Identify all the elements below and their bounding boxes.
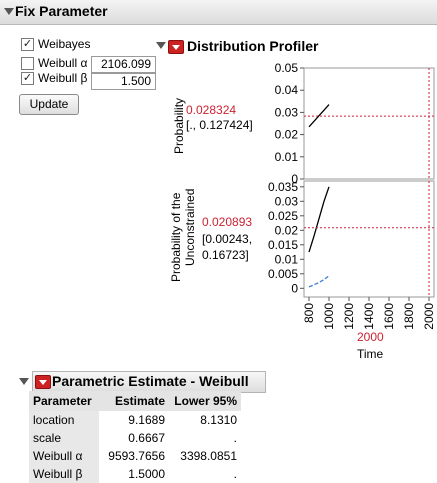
panel2-ytick-label: 0.005: [268, 267, 298, 281]
estimates-menu-icon[interactable]: [35, 375, 51, 389]
x-tick-label: 800: [302, 303, 316, 323]
disclosure-triangle-icon[interactable]: [4, 8, 14, 15]
weibayes-checkbox[interactable]: ✓: [21, 38, 34, 51]
profiler-menu-icon[interactable]: [168, 40, 184, 54]
estimate-cell: 0.6667: [128, 431, 165, 445]
panel2-ci-line1: [0.00243,: [202, 232, 253, 246]
weibull-beta-checkbox[interactable]: ✓: [21, 72, 34, 85]
x-tick-label: 1000: [322, 303, 336, 330]
table-row: scale 0.6667 .: [29, 429, 241, 447]
lower95-cell: 3398.0851: [180, 449, 237, 463]
x-tick-label: 1200: [342, 303, 356, 330]
estimate-cell: 9593.7656: [108, 449, 165, 463]
panel2-ytick-label: 0: [291, 281, 298, 295]
estimate-cell: 1.5000: [128, 467, 165, 481]
estimates-header[interactable]: Parametric Estimate - Weibull: [19, 371, 266, 393]
param-cell: Weibull β: [29, 465, 99, 483]
weibull-alpha-label: Weibull α: [38, 56, 88, 70]
panel2-ytick-label: 0.03: [275, 194, 299, 208]
lower95-cell: .: [233, 431, 237, 445]
estimates-table: Parameter Estimate Lower 95% location 9.…: [29, 391, 241, 483]
panel1-value: 0.028324: [186, 103, 237, 117]
weibull-beta-field[interactable]: 1.500: [91, 73, 156, 90]
panel1-series-1: [308, 104, 330, 128]
table-row: Weibull β 1.5000 .: [29, 465, 241, 483]
x-tick-label: 1400: [362, 303, 376, 330]
col-estimate: Estimate: [99, 391, 169, 411]
x-tick-label: 1800: [402, 303, 416, 330]
weibull-beta-label: Weibull β: [38, 71, 88, 85]
panel2-ytick-label: 0.01: [275, 252, 299, 266]
panel1-ytick-label: 0.02: [275, 128, 299, 142]
table-row: Weibull α 9593.7656 3398.0851: [29, 447, 241, 465]
estimates-disclosure-icon[interactable]: [19, 378, 29, 385]
panel2-value: 0.020893: [202, 215, 253, 229]
profiler-disclosure-icon[interactable]: [156, 42, 166, 49]
profiler-plot: 00.010.020.030.040.0500.0050.010.0150.02…: [268, 61, 436, 330]
table-row: location 9.1689 8.1310: [29, 411, 241, 429]
panel2-ytick-label: 0.035: [268, 180, 298, 194]
panel2-ytick-label: 0.025: [268, 209, 298, 223]
x-current-value: 2000: [357, 330, 384, 344]
param-cell: Weibull α: [29, 447, 99, 465]
col-lower95: Lower 95%: [169, 391, 241, 411]
panel1-ytick-label: 0.04: [275, 83, 299, 97]
weibull-alpha-checkbox[interactable]: [21, 57, 34, 70]
estimates-title: Parametric Estimate - Weibull: [52, 373, 249, 389]
panel1-ytick-label: 0: [291, 172, 298, 186]
panel2-ytick-label: 0.02: [275, 223, 299, 237]
panel2-frame: [303, 180, 435, 298]
lower95-cell: 8.1310: [200, 413, 237, 427]
fix-parameter-title: Fix Parameter: [15, 3, 108, 19]
panel2-series-1: [308, 186, 330, 253]
estimate-cell: 9.1689: [128, 413, 165, 427]
update-button[interactable]: Update: [19, 94, 79, 115]
panel1-frame: [303, 67, 435, 180]
col-parameter: Parameter: [29, 391, 99, 411]
panel2-series-2: [308, 275, 330, 288]
weibull-alpha-field[interactable]: 2106.099: [91, 56, 156, 73]
weibayes-label: Weibayes: [38, 37, 91, 51]
x-tick-label: 2000: [422, 303, 436, 330]
param-cell: location: [29, 411, 99, 429]
panel2-ytick-label: 0.015: [268, 238, 298, 252]
panel2-ci-line2: 0.16723]: [202, 248, 249, 262]
panel1-ytick-label: 0.01: [275, 150, 299, 164]
panel1-ytick-label: 0.05: [275, 61, 299, 75]
lower95-cell: .: [233, 467, 237, 481]
x-tick-label: 1600: [382, 303, 396, 330]
x-axis-label: Time: [357, 347, 384, 361]
profiler-title: Distribution Profiler: [187, 38, 319, 54]
panel1-ci: [., 0.127424]: [186, 118, 253, 132]
fix-parameter-header[interactable]: Fix Parameter: [0, 0, 437, 25]
panel1-ytick-label: 0.03: [275, 105, 299, 119]
param-cell: scale: [29, 429, 99, 447]
